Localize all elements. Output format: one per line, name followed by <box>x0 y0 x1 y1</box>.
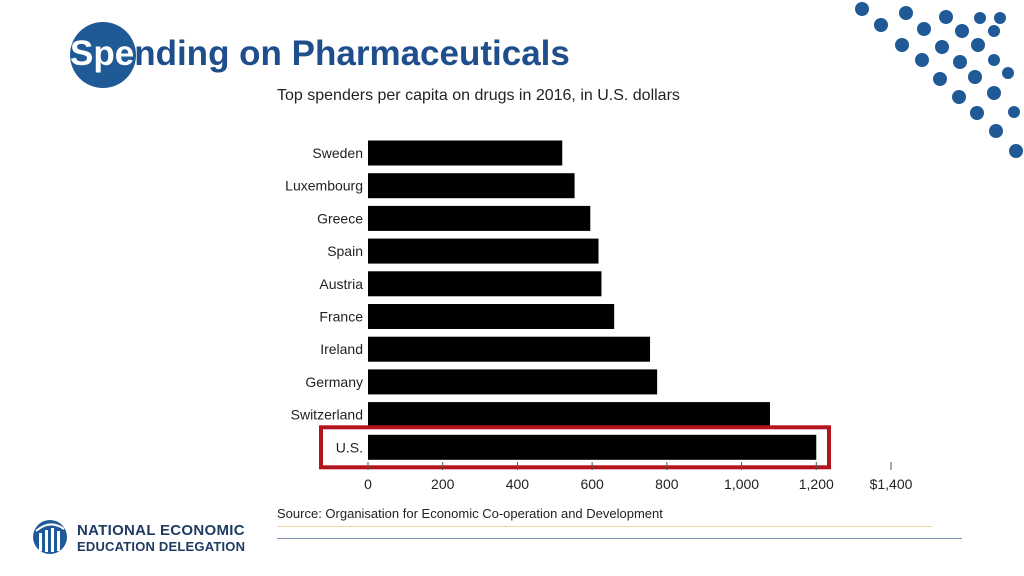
category-label-switzerland: Switzerland <box>291 407 363 423</box>
slide-title-first: Spe <box>70 34 135 73</box>
slide-title-rest: nding on Pharmaceuticals <box>134 34 570 73</box>
category-label-spain: Spain <box>327 243 363 259</box>
bar-sweden <box>368 140 563 166</box>
divider-gold <box>277 526 932 527</box>
bar-germany <box>368 369 658 395</box>
bar-austria <box>368 271 602 297</box>
bar-france <box>368 304 615 329</box>
decorative-dot-pattern <box>855 2 1023 158</box>
columns-logo-icon <box>33 520 67 554</box>
x-tick-label: $1,400 <box>870 476 913 492</box>
category-label-france: France <box>319 309 363 325</box>
bar-greece <box>368 205 591 231</box>
x-tick-label: 1,200 <box>799 476 834 492</box>
category-label-greece: Greece <box>317 210 363 226</box>
slide-title: Spending on Pharmaceuticals <box>70 34 570 74</box>
source-note: Source: Organisation for Economic Co-ope… <box>277 506 663 521</box>
bar-spain <box>368 238 599 264</box>
logo-line-1: NATIONAL ECONOMIC <box>77 522 245 539</box>
category-label-sweden: Sweden <box>312 145 363 161</box>
logo-line-2: EDUCATION DELEGATION <box>77 539 246 554</box>
organization-logo: NATIONAL ECONOMIC EDUCATION DELEGATION <box>32 519 272 559</box>
x-tick-label: 800 <box>655 476 679 492</box>
category-label-germany: Germany <box>305 374 363 390</box>
chart-title: Top spenders per capita on drugs in 2016… <box>277 87 680 104</box>
bar-luxembourg <box>368 173 575 199</box>
x-tick-label: 0 <box>364 476 372 492</box>
bar-ireland <box>368 336 651 362</box>
x-tick-label: 400 <box>506 476 530 492</box>
x-tick-label: 1,000 <box>724 476 759 492</box>
highlight-box-u-s <box>319 425 831 470</box>
category-label-luxembourg: Luxembourg <box>285 178 363 194</box>
x-tick-label: 200 <box>431 476 455 492</box>
bar-u-s <box>368 434 817 460</box>
bar-switzerland <box>368 402 770 428</box>
divider-blue <box>277 538 962 539</box>
category-label-u-s: U.S. <box>336 439 363 455</box>
category-label-ireland: Ireland <box>320 341 363 357</box>
category-label-austria: Austria <box>319 276 363 292</box>
title-accent-circle <box>70 22 136 88</box>
x-tick-label: 600 <box>580 476 604 492</box>
